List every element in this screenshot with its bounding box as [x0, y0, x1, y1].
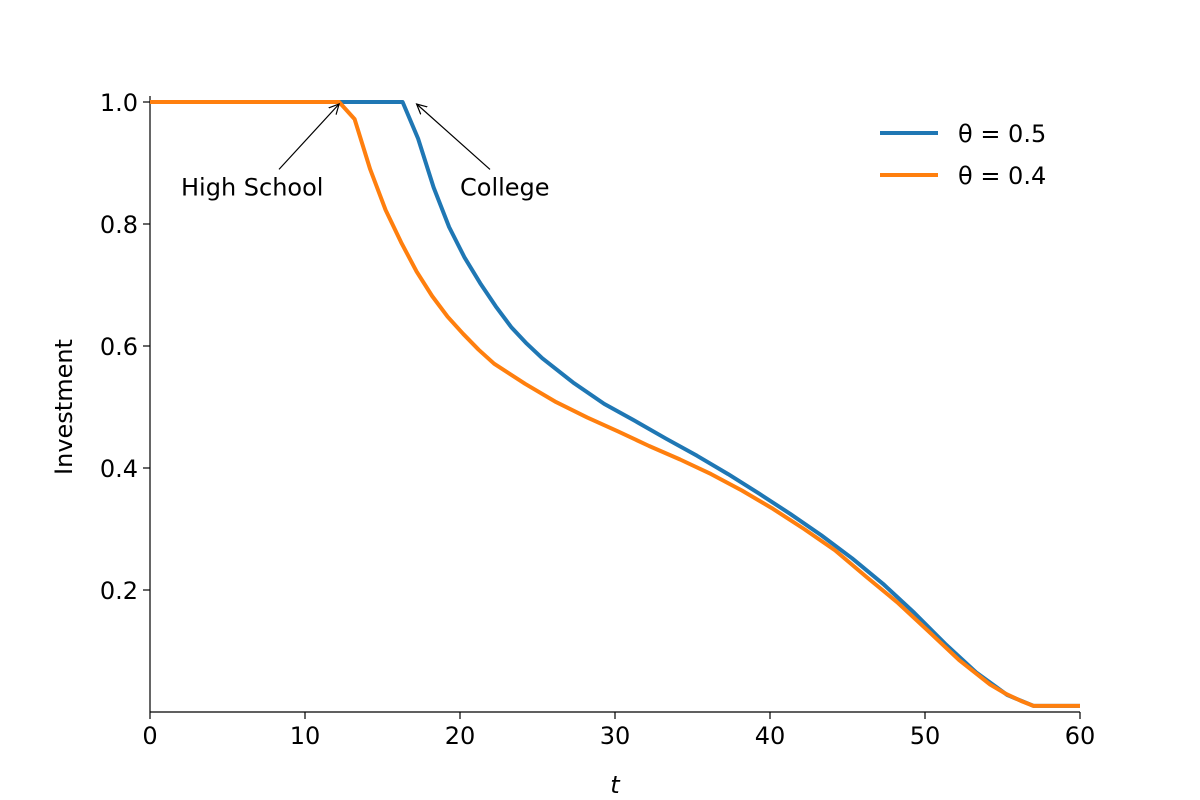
y-axis-ticks: 0.2 0.4 0.6 0.8 1.0 [100, 89, 150, 605]
x-axis-ticks: 0 10 20 30 40 50 60 [142, 712, 1095, 750]
x-tick-label: 20 [445, 722, 476, 750]
x-tick-label: 60 [1065, 722, 1096, 750]
y-axis-label: Investment [50, 339, 78, 475]
annotation-arrow [278, 104, 339, 170]
series-line-theta-0.5 [150, 100, 1080, 708]
x-axis-label: t [610, 771, 621, 799]
y-tick-label: 1.0 [100, 89, 138, 117]
x-tick-label: 50 [910, 722, 941, 750]
annotation-arrow [417, 104, 491, 170]
legend: θ = 0.5 θ = 0.4 [880, 120, 1046, 190]
y-tick-label: 0.4 [100, 455, 138, 483]
annotations: High School College [181, 104, 550, 201]
legend-label-theta-0.5: θ = 0.5 [958, 120, 1046, 148]
annotation-label: College [460, 173, 550, 201]
annotation-label: High School [181, 173, 323, 201]
y-tick-label: 0.6 [100, 333, 138, 361]
y-tick-label: 0.8 [100, 211, 138, 239]
x-tick-label: 40 [755, 722, 786, 750]
x-tick-label: 0 [142, 722, 157, 750]
x-tick-label: 10 [290, 722, 321, 750]
x-tick-label: 30 [600, 722, 631, 750]
legend-label-theta-0.4: θ = 0.4 [958, 162, 1046, 190]
series-lines [150, 100, 1080, 708]
series-line-theta-0.4 [150, 100, 1080, 708]
y-tick-label: 0.2 [100, 577, 138, 605]
